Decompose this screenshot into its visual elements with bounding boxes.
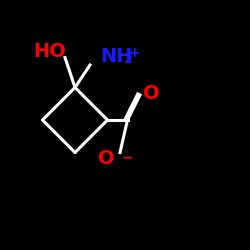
Text: O: O (143, 84, 160, 103)
Text: HO: HO (34, 42, 66, 61)
Text: NH: NH (100, 47, 132, 66)
Text: −: − (121, 150, 133, 164)
Text: +: + (129, 46, 140, 60)
Text: O: O (98, 149, 114, 168)
Text: 2: 2 (124, 53, 132, 66)
